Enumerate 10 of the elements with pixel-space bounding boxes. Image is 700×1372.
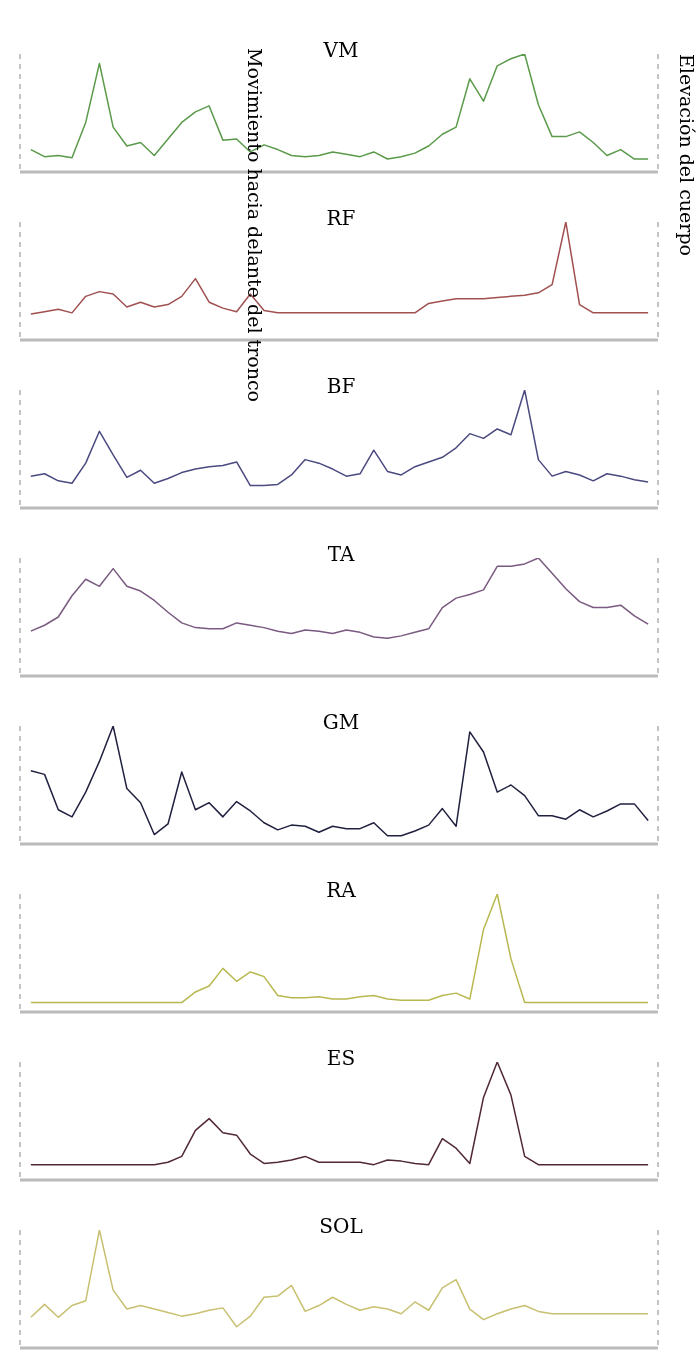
chart-title: SOL — [318, 1214, 364, 1238]
chart-title: TA — [326, 542, 356, 566]
chart-title: GM — [321, 710, 361, 734]
chart-title: RA — [325, 878, 357, 902]
chart-title: VM — [323, 38, 359, 62]
chart-title: ES — [325, 1046, 357, 1070]
chart-title: RF — [326, 206, 356, 230]
annotation: Movimiento hacia delante del tronco — [244, 48, 266, 403]
chart-title: BF — [326, 374, 356, 398]
text: Elevación del cuerpo — [676, 54, 698, 257]
